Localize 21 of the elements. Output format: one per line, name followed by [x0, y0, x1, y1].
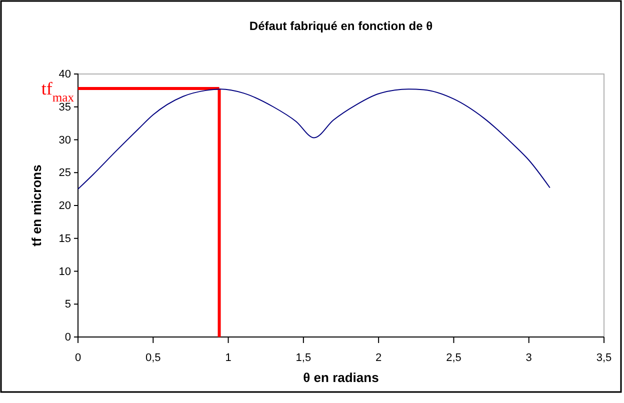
x-tick-label: 3,5: [596, 352, 612, 364]
y-tick-label: 0: [64, 332, 71, 344]
x-axis-title: θ en radians: [303, 370, 379, 385]
y-tick-label: 20: [58, 200, 71, 212]
y-tick-label: 15: [58, 232, 71, 245]
y-tick-label: 30: [58, 134, 71, 146]
y-tick-label: 5: [64, 298, 71, 311]
x-tick-label: 0,5: [145, 352, 161, 364]
y-tick-label: 35: [58, 101, 71, 114]
y-axis-title: tf en microns: [29, 164, 44, 246]
chart-title: Défaut fabriqué en fonction de θ: [249, 19, 433, 33]
x-tick-label: 1: [225, 352, 232, 364]
x-tick-label: 1,5: [296, 352, 312, 364]
line-series: [78, 88, 550, 190]
x-tick-label: 2: [376, 352, 382, 364]
x-tick-label: 3: [526, 352, 532, 364]
x-tick-label: 2,5: [446, 352, 462, 364]
y-tick-label: 40: [58, 68, 71, 81]
y-tick-label: 25: [58, 167, 71, 180]
y-tick-label: 10: [58, 266, 71, 278]
x-tick-label: 0: [74, 352, 82, 364]
